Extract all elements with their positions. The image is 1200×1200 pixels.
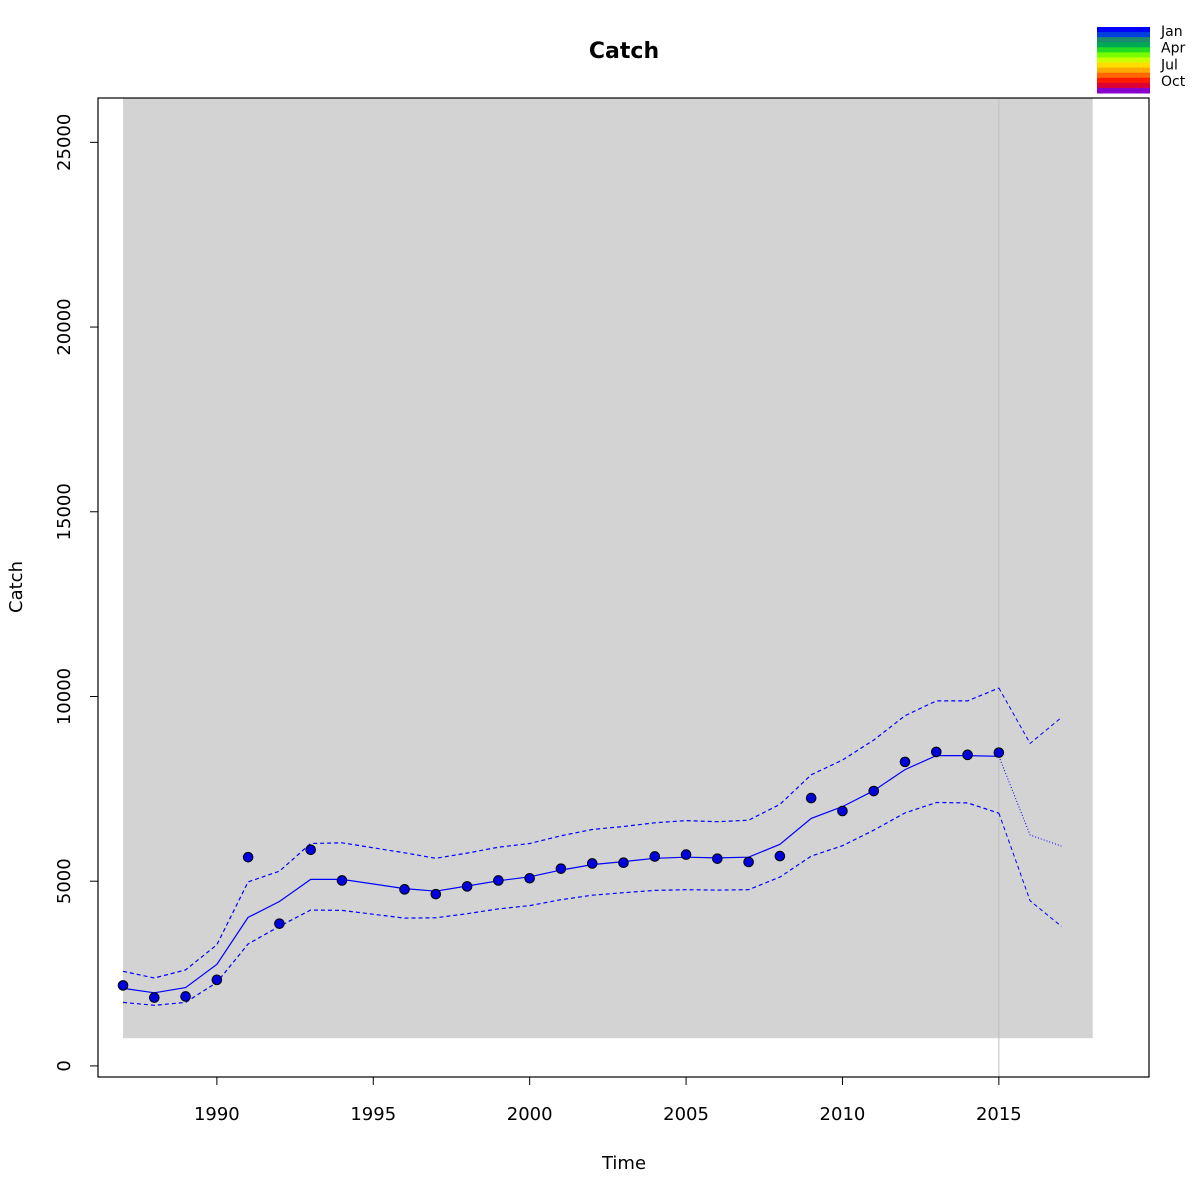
fit-line — [122, 754, 999, 994]
legend-color-band — [1097, 72, 1150, 79]
observed-point — [430, 888, 442, 900]
y-axis-label: Catch — [6, 561, 27, 613]
y-tick-label: 25000 — [54, 114, 75, 171]
observed-point — [586, 858, 598, 869]
legend-color-band — [1097, 52, 1150, 58]
shaded-region — [123, 98, 1093, 1039]
chart-title: Catch — [589, 39, 659, 64]
series-layer — [117, 687, 1062, 1006]
y-tick-label: 20000 — [54, 298, 75, 355]
observed-point — [712, 853, 723, 864]
x-tick-label: 1995 — [350, 1104, 396, 1125]
observed-point — [211, 974, 223, 986]
legend-color-band — [1097, 32, 1150, 38]
legend-label: Jul — [1160, 57, 1178, 73]
upper-bound-line — [122, 687, 1000, 979]
plot-area — [123, 98, 1093, 1077]
x-tick-label: 2005 — [663, 1104, 709, 1125]
observed-point — [680, 849, 692, 860]
legend-label: Apr — [1161, 41, 1185, 57]
legend-color-band — [1097, 42, 1150, 48]
forecast-median-line — [998, 756, 1062, 847]
y-tick-label: 5000 — [54, 858, 75, 904]
observed-point — [461, 881, 473, 892]
legend-color-band — [1097, 47, 1150, 53]
x-axis-label: Time — [601, 1153, 646, 1174]
observed-point — [493, 875, 504, 886]
observed-point — [305, 844, 317, 856]
observed-point — [618, 857, 629, 869]
legend-label: Jan — [1160, 24, 1183, 40]
x-tick-label: 2010 — [820, 1104, 866, 1125]
observed-point — [336, 875, 348, 886]
legend-color-band — [1097, 67, 1150, 74]
observed-point — [868, 785, 880, 797]
x-tick-label: 2015 — [976, 1104, 1022, 1125]
legend-color-band — [1097, 82, 1150, 89]
observed-point — [524, 872, 535, 884]
y-tick-label: 15000 — [54, 483, 75, 540]
legend-color-band — [1097, 27, 1150, 33]
legend-color-band — [1097, 57, 1150, 64]
observed-point — [274, 918, 285, 929]
observed-point — [180, 991, 191, 1002]
x-axis: 1990 1995 2000 2005 2010 2015 — [194, 1076, 1022, 1125]
x-tick-label: 2000 — [507, 1104, 553, 1125]
legend-color-band — [1097, 62, 1150, 69]
observed-point — [649, 851, 661, 862]
observed-point — [743, 856, 754, 868]
observed-point — [117, 980, 129, 991]
legend-color-band — [1097, 37, 1150, 43]
legend-color-band — [1097, 87, 1150, 94]
y-axis: 0 5000 10000 15000 20000 25000 — [54, 114, 99, 1072]
observed-point — [805, 792, 817, 804]
x-tick-label: 1990 — [194, 1104, 240, 1125]
observed-point — [899, 756, 911, 768]
observed-point — [837, 805, 848, 817]
legend-color-band — [1097, 77, 1150, 84]
y-tick-label: 10000 — [54, 668, 75, 725]
forecast-upper-line — [998, 687, 1062, 745]
observed-point — [930, 746, 942, 758]
observed-point — [555, 863, 567, 874]
observed-point — [399, 884, 410, 895]
observed-point — [774, 850, 786, 862]
forecast-lower-line — [998, 813, 1062, 927]
legend-label: Oct — [1161, 74, 1186, 90]
y-tick-label: 0 — [54, 1060, 75, 1071]
observed-point — [149, 992, 160, 1003]
observed-point — [962, 749, 973, 761]
observed-point — [993, 747, 1005, 758]
observed-point — [242, 851, 254, 863]
